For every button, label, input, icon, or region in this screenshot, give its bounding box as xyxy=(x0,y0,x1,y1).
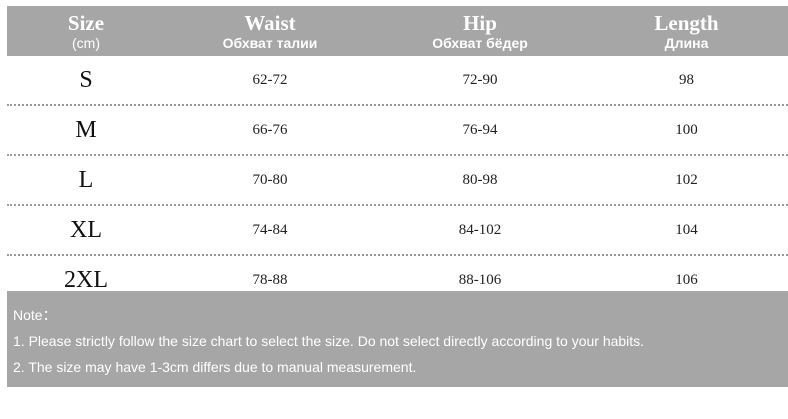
size-chart-table: Size (cm) Waist Обхват талии Hip Обхват … xyxy=(7,6,788,304)
size-cell: 2XL xyxy=(64,266,108,293)
length-cell: 104 xyxy=(675,221,698,238)
header-size: Size (cm) xyxy=(7,6,165,56)
header-size-unit: (cm) xyxy=(72,34,100,51)
note-panel: Note： 1. Please strictly follow the size… xyxy=(7,291,788,387)
header-length: Length Длина xyxy=(585,6,788,56)
size-cell: XL xyxy=(70,216,102,243)
header-length-label: Length xyxy=(654,10,719,35)
length-cell: 98 xyxy=(679,71,694,88)
table-row: L 70-80 80-98 102 xyxy=(7,156,788,206)
length-cell: 106 xyxy=(675,271,698,288)
table-row: S 62-72 72-90 98 xyxy=(7,56,788,106)
waist-cell: 70-80 xyxy=(252,171,288,188)
hip-cell: 84-102 xyxy=(458,221,502,238)
waist-cell: 62-72 xyxy=(252,71,288,88)
hip-cell: 76-94 xyxy=(462,121,498,138)
table-row: M 66-76 76-94 100 xyxy=(7,106,788,156)
size-cell: L xyxy=(78,166,94,193)
waist-cell: 66-76 xyxy=(252,121,288,138)
note-line-1: 1. Please strictly follow the size chart… xyxy=(13,333,645,349)
note-line-2: 2. The size may have 1-3cm differs due t… xyxy=(13,359,417,375)
hip-cell: 72-90 xyxy=(462,71,498,88)
note-title: Note： xyxy=(13,307,57,323)
header-hip: Hip Обхват бёдер xyxy=(375,6,585,56)
header-waist-label: Waist xyxy=(244,10,296,35)
header-waist-sub: Обхват талии xyxy=(222,34,318,51)
header-size-label: Size xyxy=(67,10,105,35)
waist-cell: 74-84 xyxy=(252,221,288,238)
header-hip-label: Hip xyxy=(463,10,497,35)
header-hip-sub: Обхват бёдер xyxy=(432,34,528,51)
length-cell: 102 xyxy=(675,171,698,188)
table-header: Size (cm) Waist Обхват талии Hip Обхват … xyxy=(7,6,788,56)
size-cell: S xyxy=(79,66,93,93)
hip-cell: 80-98 xyxy=(462,171,498,188)
table-row: 2XL 78-88 88-106 106 xyxy=(7,256,788,304)
waist-cell: 78-88 xyxy=(252,271,288,288)
hip-cell: 88-106 xyxy=(458,271,502,288)
header-length-sub: Длина xyxy=(664,34,709,51)
size-cell: M xyxy=(75,116,97,143)
header-waist: Waist Обхват талии xyxy=(165,6,375,56)
table-row: XL 74-84 84-102 104 xyxy=(7,206,788,256)
length-cell: 100 xyxy=(675,121,698,138)
